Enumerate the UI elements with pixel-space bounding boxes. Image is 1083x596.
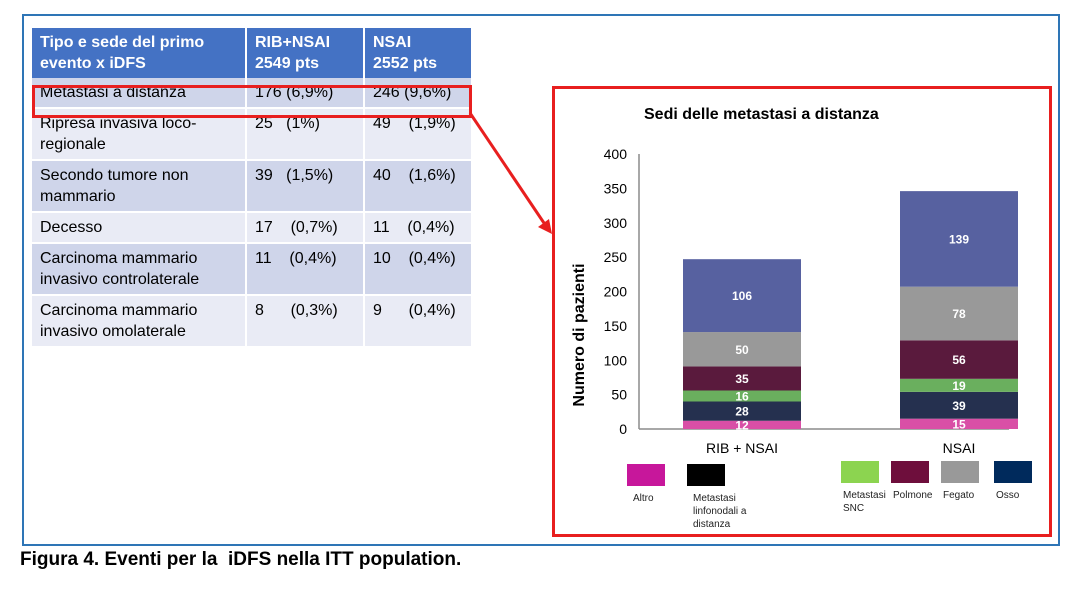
header-event-type: Tipo e sede del primo evento x iDFS	[32, 28, 247, 78]
nsai-cell: 11 (0,4%)	[364, 212, 473, 244]
bar-segment	[900, 286, 1018, 341]
x-tick-label: RIB + NSAI	[706, 440, 778, 456]
event-cell: Carcinoma mammario invasivo omolaterale	[32, 295, 247, 348]
bar-data-label: 15	[952, 417, 966, 431]
legend-swatch	[841, 461, 879, 483]
bar-segment	[683, 420, 801, 429]
event-cell: Secondo tumore non mammario	[32, 160, 247, 213]
bar-data-label: 35	[735, 372, 749, 386]
table-row: Secondo tumore non mammario 39 (1,5%) 40 …	[32, 160, 473, 213]
bar-segment	[900, 391, 1018, 419]
legend-label: Polmone	[893, 490, 933, 501]
y-tick-label: 50	[611, 387, 627, 403]
bar-data-label: 78	[952, 307, 966, 321]
bar-data-label: 12	[735, 418, 749, 432]
rib-cell: 39 (1,5%)	[246, 160, 365, 213]
event-cell: Decesso	[32, 212, 247, 244]
rib-cell: 17 (0,7%)	[246, 212, 365, 244]
y-tick-label: 250	[604, 249, 628, 265]
bar-data-label: 39	[952, 399, 966, 413]
table-row: Carcinoma mammario invasivo omolaterale 8…	[32, 295, 473, 348]
legend-label: Altro	[633, 493, 654, 504]
chart-title: Sedi delle metastasi a distanza	[644, 106, 879, 123]
legend-label: Metastasi	[693, 493, 736, 504]
nsai-cell: 9 (0,4%)	[364, 295, 473, 348]
y-tick-label: 150	[604, 318, 628, 334]
legend-label: Osso	[996, 490, 1020, 501]
nsai-cell: 10 (0,4%)	[364, 243, 473, 296]
bar-data-label: 50	[735, 343, 749, 357]
bar-segment	[900, 418, 1018, 429]
table-row: Decesso 17 (0,7%) 11 (0,4%)	[32, 212, 473, 244]
bar-segment	[900, 191, 1018, 287]
y-tick-label: 200	[604, 284, 628, 300]
bar-data-label: 16	[735, 390, 749, 404]
y-tick-label: 350	[604, 180, 628, 196]
table-row: Carcinoma mammario invasivo controlateral…	[32, 243, 473, 296]
chart-panel: Sedi delle metastasi a distanza Numero d…	[552, 86, 1052, 537]
legend-swatch	[891, 461, 929, 483]
bar-segment	[900, 340, 1018, 379]
bar-data-label: 19	[952, 379, 966, 393]
table-header-row: Tipo e sede del primo evento x iDFS RIB+N…	[32, 28, 473, 78]
legend-swatch	[687, 464, 725, 486]
legend-swatch	[627, 464, 665, 486]
y-tick-label: 300	[604, 215, 628, 231]
y-axis-label: Numero di pazienti	[571, 263, 588, 406]
rib-cell: 176 (6,9%)	[246, 78, 365, 109]
legend-label: linfonodali a	[693, 506, 747, 517]
x-tick-label: NSAI	[943, 440, 976, 456]
bar-segment	[683, 332, 801, 367]
bar-segment	[683, 259, 801, 333]
y-tick-label: 0	[619, 421, 627, 437]
legend-label: Fegato	[943, 490, 975, 501]
bar-segment	[900, 378, 1018, 392]
bar-data-label: 56	[952, 353, 966, 367]
bar-segment	[683, 401, 801, 421]
header-nsai: NSAI 2552 pts	[364, 28, 473, 78]
figure-caption: Figura 4. Eventi per la iDFS nella ITT p…	[20, 549, 462, 570]
y-tick-label: 400	[604, 146, 628, 162]
events-table: Tipo e sede del primo evento x iDFS RIB+N…	[32, 28, 473, 348]
y-tick-label: 100	[604, 352, 628, 368]
header-rib-nsai: RIB+NSAI 2549 pts	[246, 28, 365, 78]
highlight-box	[32, 85, 472, 118]
bar-segment	[683, 366, 801, 391]
event-cell: Carcinoma mammario invasivo controlateral…	[32, 243, 247, 296]
legend-swatch	[994, 461, 1032, 483]
legend-label: Metastasi	[843, 490, 886, 501]
nsai-cell: 40 (1,6%)	[364, 160, 473, 213]
table-row: Metastasi a distanza 176 (6,9%) 246 (9,6…	[32, 78, 473, 109]
legend-label: SNC	[843, 503, 864, 514]
bar-data-label: 139	[949, 232, 969, 246]
event-cell: Metastasi a distanza	[32, 78, 247, 109]
rib-cell: 8 (0,3%)	[246, 295, 365, 348]
legend-label: distanza	[693, 519, 731, 530]
bar-data-label: 28	[735, 405, 749, 419]
legend-swatch	[941, 461, 979, 483]
bar-data-label: 106	[732, 289, 752, 303]
rib-cell: 11 (0,4%)	[246, 243, 365, 296]
nsai-cell: 246 (9,6%)	[364, 78, 473, 109]
stacked-bar-chart: Sedi delle metastasi a distanza Numero d…	[571, 106, 1032, 530]
bar-segment	[683, 390, 801, 402]
